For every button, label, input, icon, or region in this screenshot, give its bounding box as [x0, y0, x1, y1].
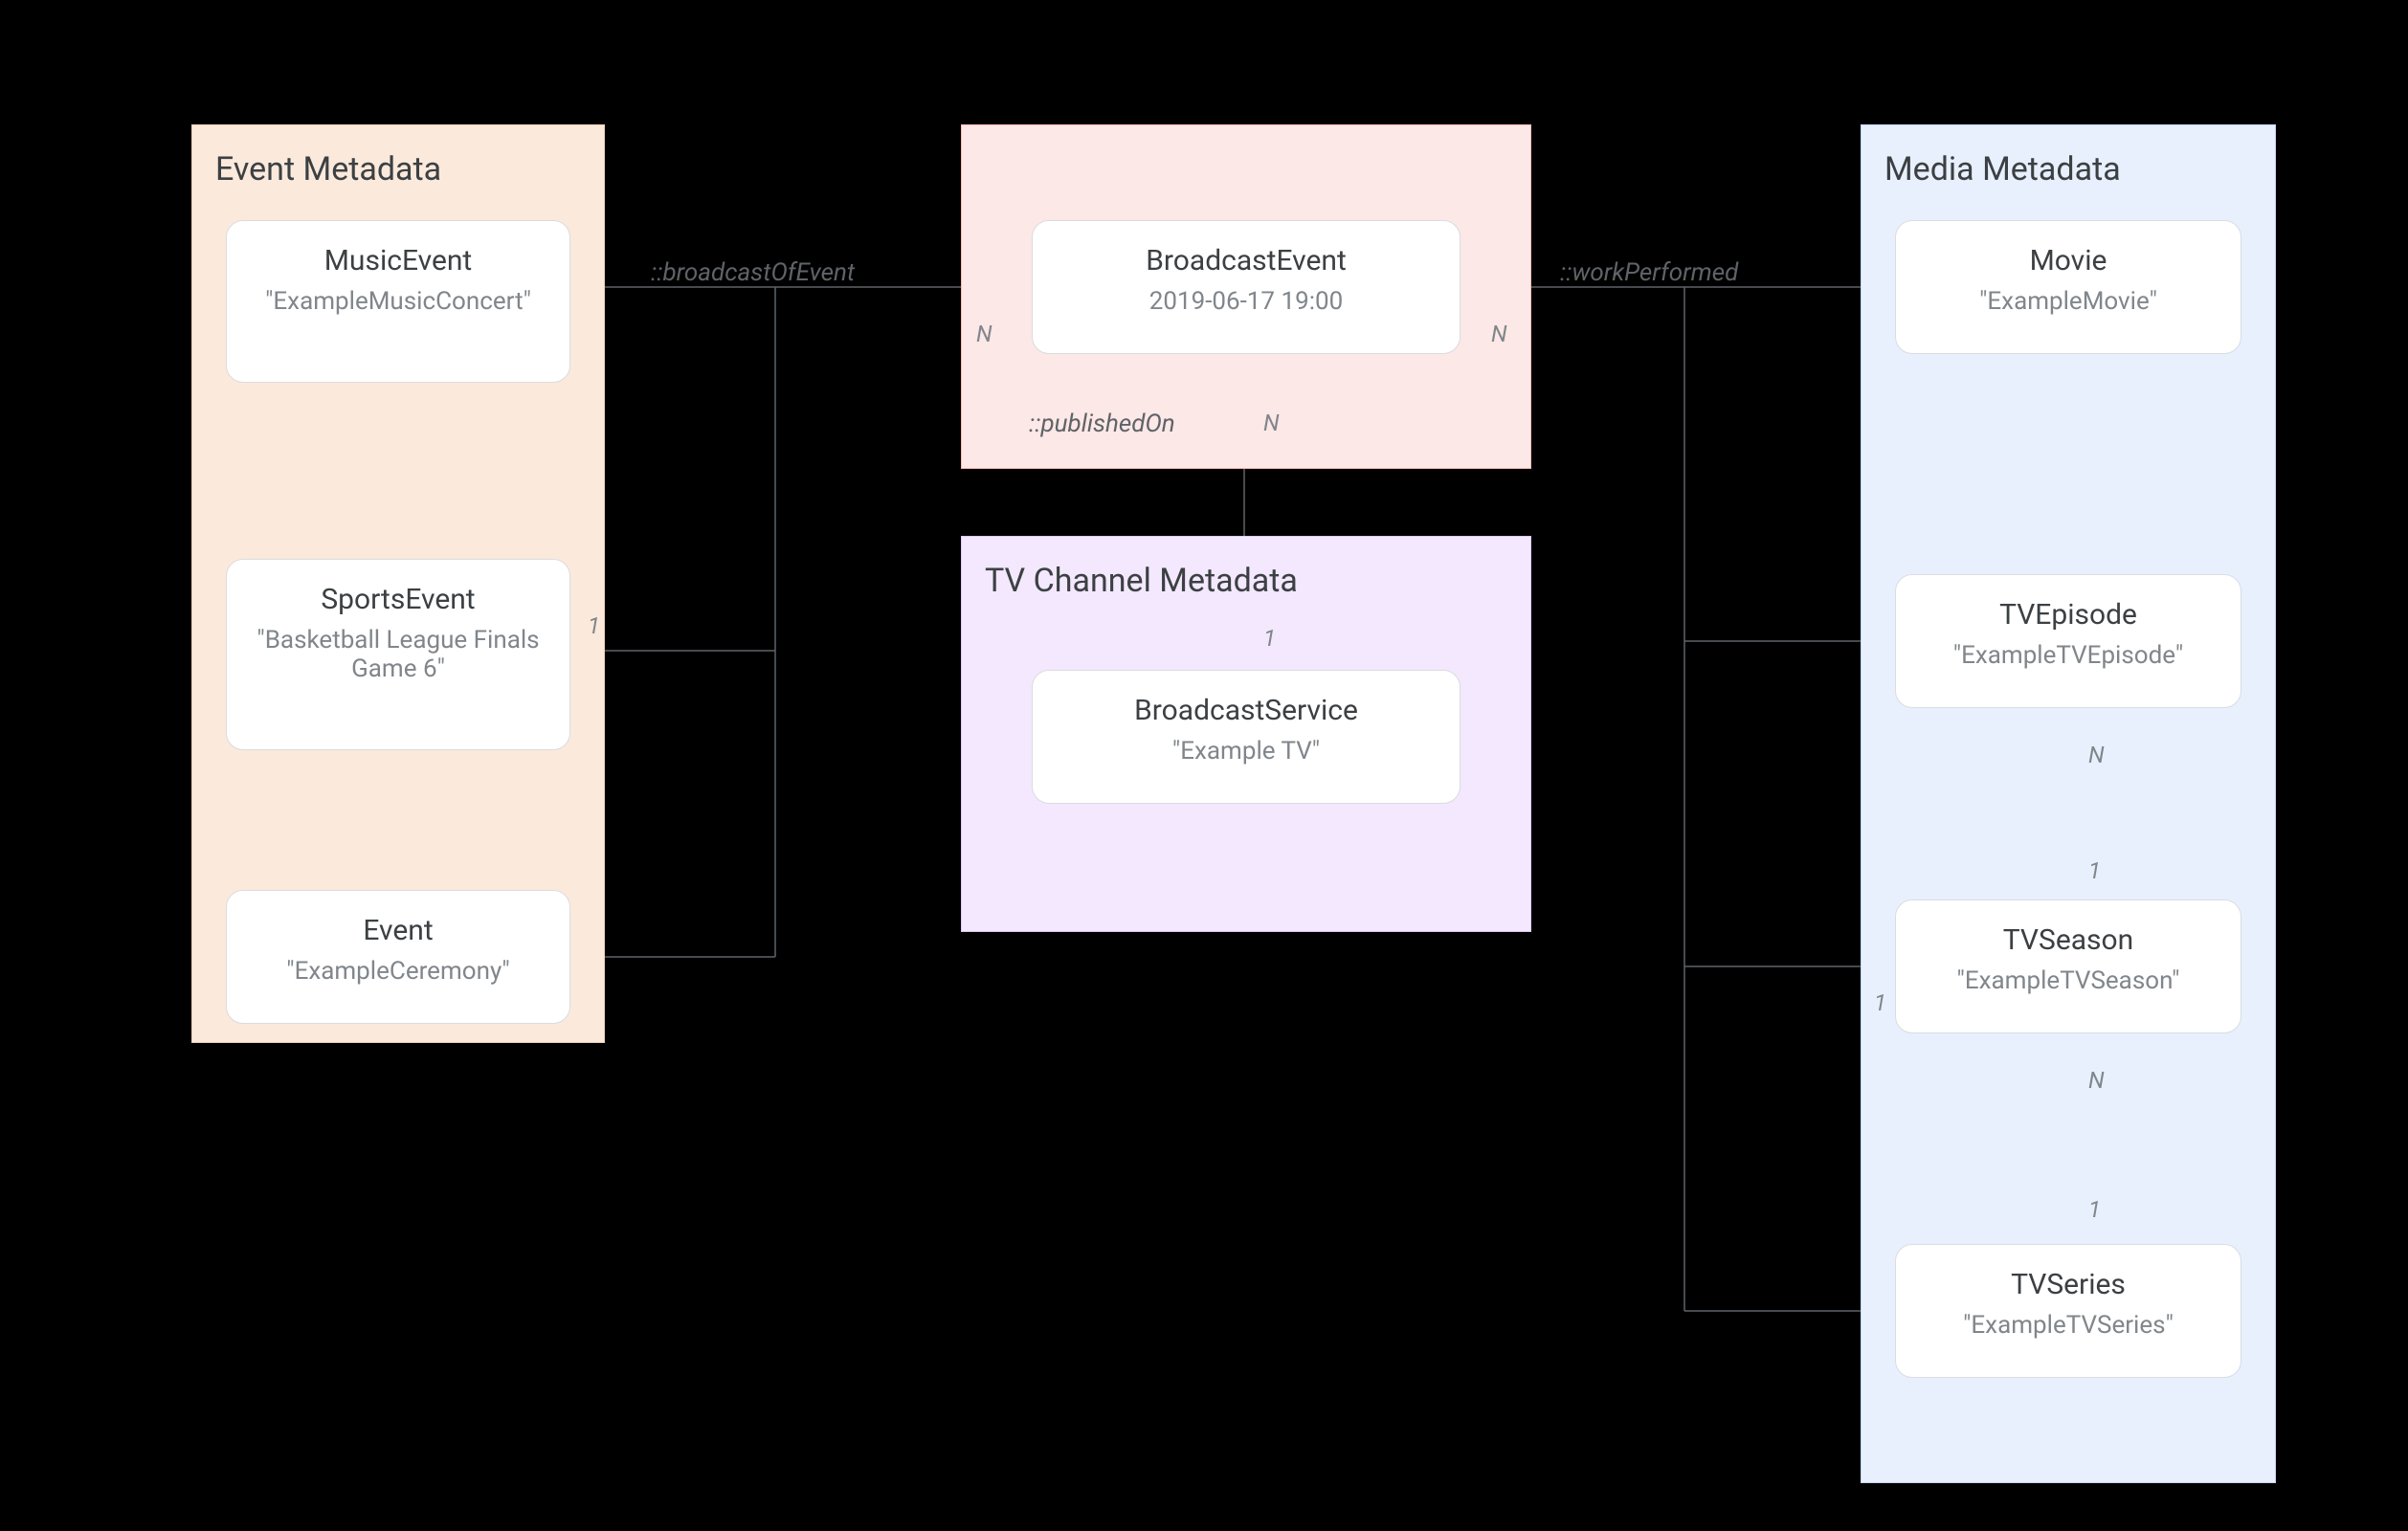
node-subtitle: 2019-06-17 19:00	[1052, 287, 1440, 316]
cardinality-label: 1	[2088, 857, 2101, 884]
cardinality-label: 1	[1874, 989, 1886, 1016]
cardinality-label: N	[2088, 742, 2105, 768]
cardinality-label: 1	[2088, 1196, 2101, 1223]
cardinality-label: N	[1263, 410, 1280, 436]
edge-label-published-on: ::publishedOn	[1029, 410, 1175, 438]
node-title: BroadcastService	[1052, 694, 1440, 727]
panel-title: TV Channel Metadata	[985, 560, 1507, 602]
node-subtitle: "Example TV"	[1052, 737, 1440, 766]
node-tv-series: TVSeries "ExampleTVSeries"	[1895, 1244, 2241, 1378]
node-title: Event	[246, 914, 550, 947]
node-broadcast-service: BroadcastService "Example TV"	[1032, 670, 1460, 804]
node-title: TVSeries	[1915, 1268, 2221, 1301]
cardinality-label: N	[976, 321, 992, 347]
node-tv-episode: TVEpisode "ExampleTVEpisode"	[1895, 574, 2241, 708]
node-title: TVSeason	[1915, 923, 2221, 957]
panel-title: Media Metadata	[1884, 148, 2252, 190]
edge-label-broadcast-of-event: ::broadcastOfEvent	[651, 258, 855, 287]
panel-title: Event Metadata	[215, 148, 581, 190]
node-title: TVEpisode	[1915, 598, 2221, 632]
node-subtitle: "Basketball League Finals Game 6"	[246, 626, 550, 683]
node-event: Event "ExampleCeremony"	[226, 890, 570, 1024]
node-broadcast-event: BroadcastEvent 2019-06-17 19:00	[1032, 220, 1460, 354]
node-title: SportsEvent	[246, 583, 550, 616]
node-subtitle: "ExampleCeremony"	[246, 957, 550, 986]
node-sports-event: SportsEvent "Basketball League Finals Ga…	[226, 559, 570, 750]
node-subtitle: "ExampleTVSeries"	[1915, 1311, 2221, 1340]
node-subtitle: "ExampleMovie"	[1915, 287, 2221, 316]
node-subtitle: "ExampleTVEpisode"	[1915, 641, 2221, 670]
cardinality-label: 1	[1263, 625, 1276, 652]
cardinality-label: N	[1491, 321, 1507, 347]
node-title: BroadcastEvent	[1052, 244, 1440, 277]
node-title: MusicEvent	[246, 244, 550, 277]
node-title: Movie	[1915, 244, 2221, 277]
cardinality-label: 1	[588, 612, 600, 639]
diagram-canvas: Event Metadata TV Channel Metadata Media…	[0, 0, 2408, 1531]
node-subtitle: "ExampleTVSeason"	[1915, 966, 2221, 995]
node-tv-season: TVSeason "ExampleTVSeason"	[1895, 899, 2241, 1033]
edge-label-work-performed: ::workPerformed	[1560, 258, 1738, 287]
cardinality-label: N	[2088, 1067, 2105, 1094]
node-subtitle: "ExampleMusicConcert"	[246, 287, 550, 316]
node-movie: Movie "ExampleMovie"	[1895, 220, 2241, 354]
node-music-event: MusicEvent "ExampleMusicConcert"	[226, 220, 570, 383]
